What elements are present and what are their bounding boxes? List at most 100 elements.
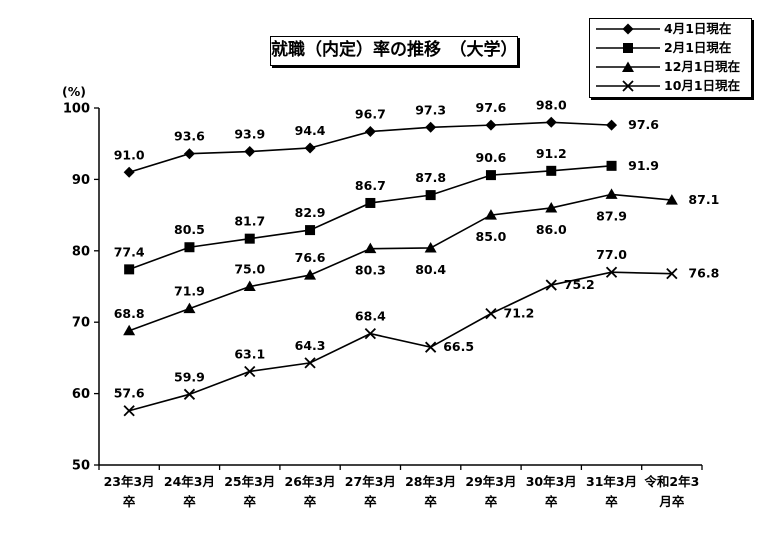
data-label: 76.6	[295, 250, 326, 265]
data-point-square	[606, 160, 617, 171]
data-label: 91.2	[536, 146, 567, 161]
data-point-diamond	[606, 119, 618, 131]
data-point-square	[305, 225, 316, 236]
data-point-diamond	[545, 116, 557, 128]
data-label: 93.9	[234, 127, 265, 142]
x-tick-label: 卒	[485, 494, 498, 509]
data-point-x	[666, 268, 678, 280]
y-axis-unit: (%)	[62, 84, 86, 99]
data-point-diamond	[425, 121, 437, 133]
series-line	[128, 271, 672, 412]
x-tick-label: 卒	[123, 494, 136, 509]
data-label: 96.7	[355, 107, 386, 122]
data-point-triangle	[545, 201, 558, 213]
data-point-diamond	[485, 119, 497, 131]
legend-marker-x-icon	[596, 80, 660, 92]
data-point-square	[485, 170, 496, 181]
series-diamond	[123, 116, 618, 178]
y-tick-label: 70	[72, 316, 90, 331]
series-triangle	[123, 188, 678, 336]
data-point-triangle	[484, 209, 497, 220]
data-label: 98.0	[536, 97, 567, 112]
data-label: 87.1	[688, 192, 719, 207]
data-label: 94.4	[295, 123, 326, 138]
data-label: 86.7	[355, 178, 386, 193]
data-label: 97.6	[628, 117, 659, 132]
data-label: 75.0	[234, 262, 265, 277]
data-label: 71.9	[174, 284, 205, 299]
data-point-x-stroke	[425, 341, 437, 353]
x-tick-label: 卒	[545, 494, 558, 509]
data-point-square	[425, 190, 436, 201]
data-label: 68.8	[114, 306, 145, 321]
legend-item: 10月1日現在	[590, 77, 753, 95]
data-point-diamond	[244, 146, 256, 158]
data-point-square	[184, 242, 195, 253]
data-point-triangle	[123, 324, 136, 336]
data-label: 57.6	[114, 386, 145, 401]
x-tick-label: 月卒	[658, 494, 685, 509]
data-label: 91.9	[628, 158, 659, 173]
data-label: 71.2	[504, 306, 535, 321]
data-label: 93.6	[174, 129, 205, 144]
legend-label: 2月1日現在	[664, 40, 732, 55]
data-point-triangle	[665, 194, 678, 205]
x-tick-label: 26年3月	[285, 474, 336, 489]
data-labels-layer: 91.0 93.6 93.9 94.4 96.7 97.3 97.6 98.0 97.6 77.4…	[114, 97, 720, 400]
data-label: 66.5	[443, 339, 474, 354]
series-square	[124, 160, 617, 275]
legend-marker-square-icon	[596, 43, 660, 53]
data-point-square	[546, 165, 557, 176]
legend-item: 12月1日現在	[590, 58, 753, 76]
y-tick-label: 90	[72, 173, 90, 188]
data-label: 59.9	[174, 369, 205, 384]
data-point-x	[304, 357, 316, 369]
x-tick-label: 30年3月	[526, 474, 577, 489]
data-point-diamond	[304, 142, 316, 154]
data-point-x-stroke	[545, 279, 557, 291]
data-label: 80.3	[355, 263, 386, 278]
data-point-square	[124, 264, 135, 275]
data-label: 80.5	[174, 222, 205, 237]
x-tick-label: 卒	[304, 494, 317, 509]
data-point-x-stroke	[244, 365, 256, 378]
series-x	[123, 266, 678, 417]
legend-marker-triangle-icon	[596, 61, 660, 72]
x-tick-label: 卒	[243, 494, 256, 509]
data-point-x-stroke	[485, 307, 497, 320]
y-tick-label: 80	[72, 244, 90, 259]
data-label: 97.3	[415, 102, 446, 117]
data-point-x-stroke	[123, 405, 135, 417]
data-label: 97.6	[476, 100, 507, 115]
x-tick-label: 卒	[424, 494, 437, 509]
series-layer	[123, 116, 678, 417]
chart-title: 就職（内定）率の推移 （大学）	[270, 36, 518, 66]
data-point-x-stroke	[183, 388, 196, 400]
x-tick-label: 29年3月	[465, 474, 516, 489]
data-label: 91.0	[114, 147, 145, 162]
series-line	[128, 193, 672, 332]
data-point-x	[183, 388, 196, 400]
data-label: 82.9	[295, 205, 326, 220]
x-tick-label: 卒	[605, 494, 618, 509]
data-point-triangle	[364, 242, 377, 254]
data-label: 87.8	[415, 170, 446, 185]
data-label: 77.4	[114, 244, 145, 259]
data-point-square	[244, 233, 255, 244]
data-point-x	[244, 365, 256, 378]
data-point-x	[123, 405, 135, 417]
x-tick-label: 31年3月	[586, 474, 637, 489]
x-tick-label: 卒	[183, 494, 196, 509]
data-point-diamond	[183, 148, 195, 160]
x-tick-label: 23年3月	[104, 474, 155, 489]
y-tick-label: 50	[72, 459, 90, 474]
x-tick-label: 28年3月	[405, 474, 456, 489]
data-label: 63.1	[234, 346, 265, 361]
y-tick-label: 100	[63, 102, 90, 117]
data-label: 87.9	[596, 208, 627, 223]
legend-marker-diamond-icon	[596, 23, 660, 35]
x-tick-label: 24年3月	[164, 474, 215, 489]
data-point-x	[545, 279, 557, 291]
